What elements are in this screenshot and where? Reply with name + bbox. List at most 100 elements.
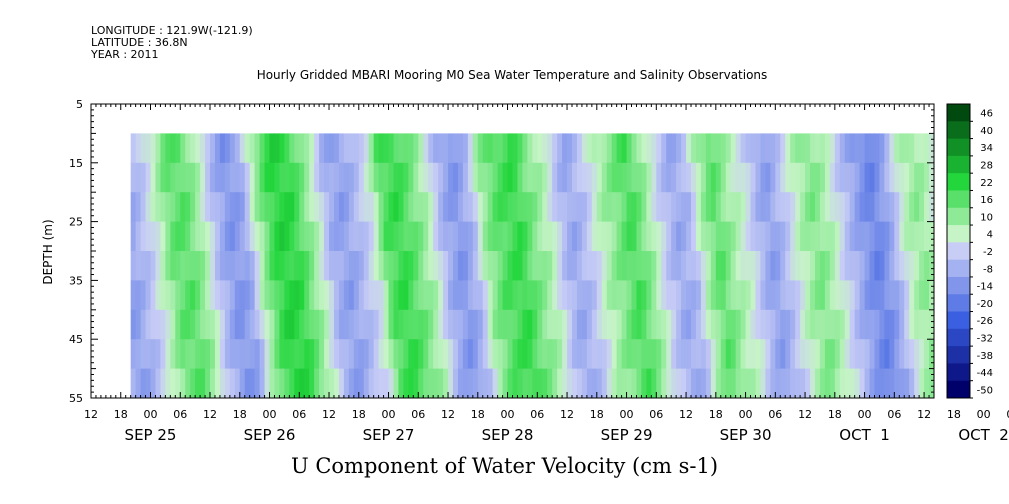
heatmap-cell — [319, 280, 325, 311]
heatmap-cell — [214, 309, 221, 340]
heatmap-cell — [348, 309, 355, 340]
heatmap-cell — [467, 368, 474, 399]
heatmap-cell — [239, 133, 246, 164]
heatmap-cell — [314, 221, 320, 252]
heatmap-cell — [874, 133, 880, 164]
heatmap-cell — [760, 280, 766, 311]
heatmap-cell — [532, 309, 538, 340]
heatmap-cell — [824, 162, 831, 193]
heatmap-cell — [671, 339, 677, 370]
heatmap-cell — [800, 162, 806, 193]
heatmap-cell — [219, 339, 226, 370]
heatmap-cell — [750, 192, 756, 223]
heatmap-cell — [854, 309, 861, 340]
heatmap-cell — [219, 192, 226, 223]
heatmap-cell — [884, 221, 890, 252]
heatmap-cell — [234, 221, 241, 252]
heatmap-cell — [214, 251, 221, 281]
heatmap-cell — [448, 309, 454, 340]
heatmap-cell — [507, 133, 513, 164]
heatmap-cell — [249, 251, 256, 281]
heatmap-cell — [408, 280, 414, 311]
heatmap-cell — [383, 368, 390, 399]
heatmap-cell — [824, 133, 831, 164]
heatmap-cell — [294, 192, 300, 223]
heatmap-cell — [626, 280, 633, 311]
heatmap-cell — [467, 339, 474, 370]
heatmap-cell — [651, 162, 657, 193]
heatmap-cell — [795, 368, 801, 399]
heatmap-cell — [443, 251, 449, 281]
heatmap-cell — [368, 221, 375, 252]
heatmap-cell — [740, 133, 747, 164]
heatmap-cell — [289, 221, 295, 252]
heatmap-cell — [210, 162, 216, 193]
heatmap-cell — [314, 368, 320, 399]
heatmap-cell — [924, 309, 930, 340]
heatmap-cell — [814, 309, 821, 340]
heatmap-cell — [656, 251, 662, 281]
heatmap-cell — [418, 280, 424, 311]
heatmap-cell — [492, 133, 499, 164]
heatmap-cell — [829, 162, 836, 193]
heatmap-cell — [691, 368, 697, 399]
heatmap-cell — [224, 368, 231, 399]
heatmap-cell — [413, 192, 419, 223]
heatmap-cell — [333, 280, 340, 311]
heatmap-cell — [165, 162, 171, 193]
colorbar-label: 28 — [980, 161, 993, 172]
heatmap-cell — [691, 192, 697, 223]
x-hour-label: 06 — [768, 408, 782, 421]
heatmap-cell — [195, 309, 201, 340]
heatmap-cell — [735, 221, 742, 252]
heatmap-cell — [135, 192, 142, 223]
x-date-label: SEP 25 — [125, 426, 177, 444]
heatmap-cell — [190, 192, 196, 223]
heatmap-cell — [656, 339, 662, 370]
heatmap-cell — [462, 251, 469, 281]
heatmap-cell — [720, 309, 727, 340]
heatmap-cell — [348, 162, 355, 193]
heatmap-cell — [790, 162, 796, 193]
heatmap-cell — [418, 368, 424, 399]
heatmap-cell — [839, 339, 846, 370]
heatmap-cell — [705, 339, 712, 370]
heatmap-cell — [388, 133, 394, 164]
heatmap-cell — [130, 339, 137, 370]
heatmap-cell — [408, 221, 414, 252]
heatmap-cell — [576, 309, 583, 340]
heatmap-cell — [190, 368, 196, 399]
heatmap-cell — [343, 221, 350, 252]
heatmap-cell — [849, 251, 856, 281]
heatmap-cell — [814, 339, 821, 370]
heatmap-cell — [333, 309, 340, 340]
heatmap-cell — [552, 309, 558, 340]
heatmap-cell — [765, 339, 771, 370]
heatmap-cell — [909, 280, 915, 311]
heatmap-cell — [438, 339, 444, 370]
heatmap-cell — [785, 280, 791, 311]
x-hour-label: 00 — [620, 408, 634, 421]
heatmap-cell — [715, 133, 722, 164]
heatmap-cell — [859, 192, 866, 223]
heatmap-cell — [884, 162, 890, 193]
heatmap-cell — [150, 339, 156, 370]
heatmap-cell — [259, 133, 266, 164]
heatmap-cell — [428, 162, 434, 193]
heatmap-cell — [596, 339, 603, 370]
heatmap-cell — [616, 339, 623, 370]
heatmap-cell — [780, 280, 786, 311]
heatmap-cell — [448, 251, 454, 281]
heatmap-cell — [661, 221, 667, 252]
heatmap-cell — [601, 192, 608, 223]
heatmap-cell — [715, 339, 722, 370]
heatmap-cell — [467, 280, 474, 311]
heatmap-cell — [576, 162, 583, 193]
heatmap-cell — [859, 368, 866, 399]
heatmap-cell — [671, 221, 677, 252]
heatmap-cell — [576, 192, 583, 223]
heatmap-cell — [720, 221, 727, 252]
heatmap-cell — [730, 339, 737, 370]
heatmap-cell — [586, 251, 593, 281]
heatmap-cell — [542, 133, 548, 164]
